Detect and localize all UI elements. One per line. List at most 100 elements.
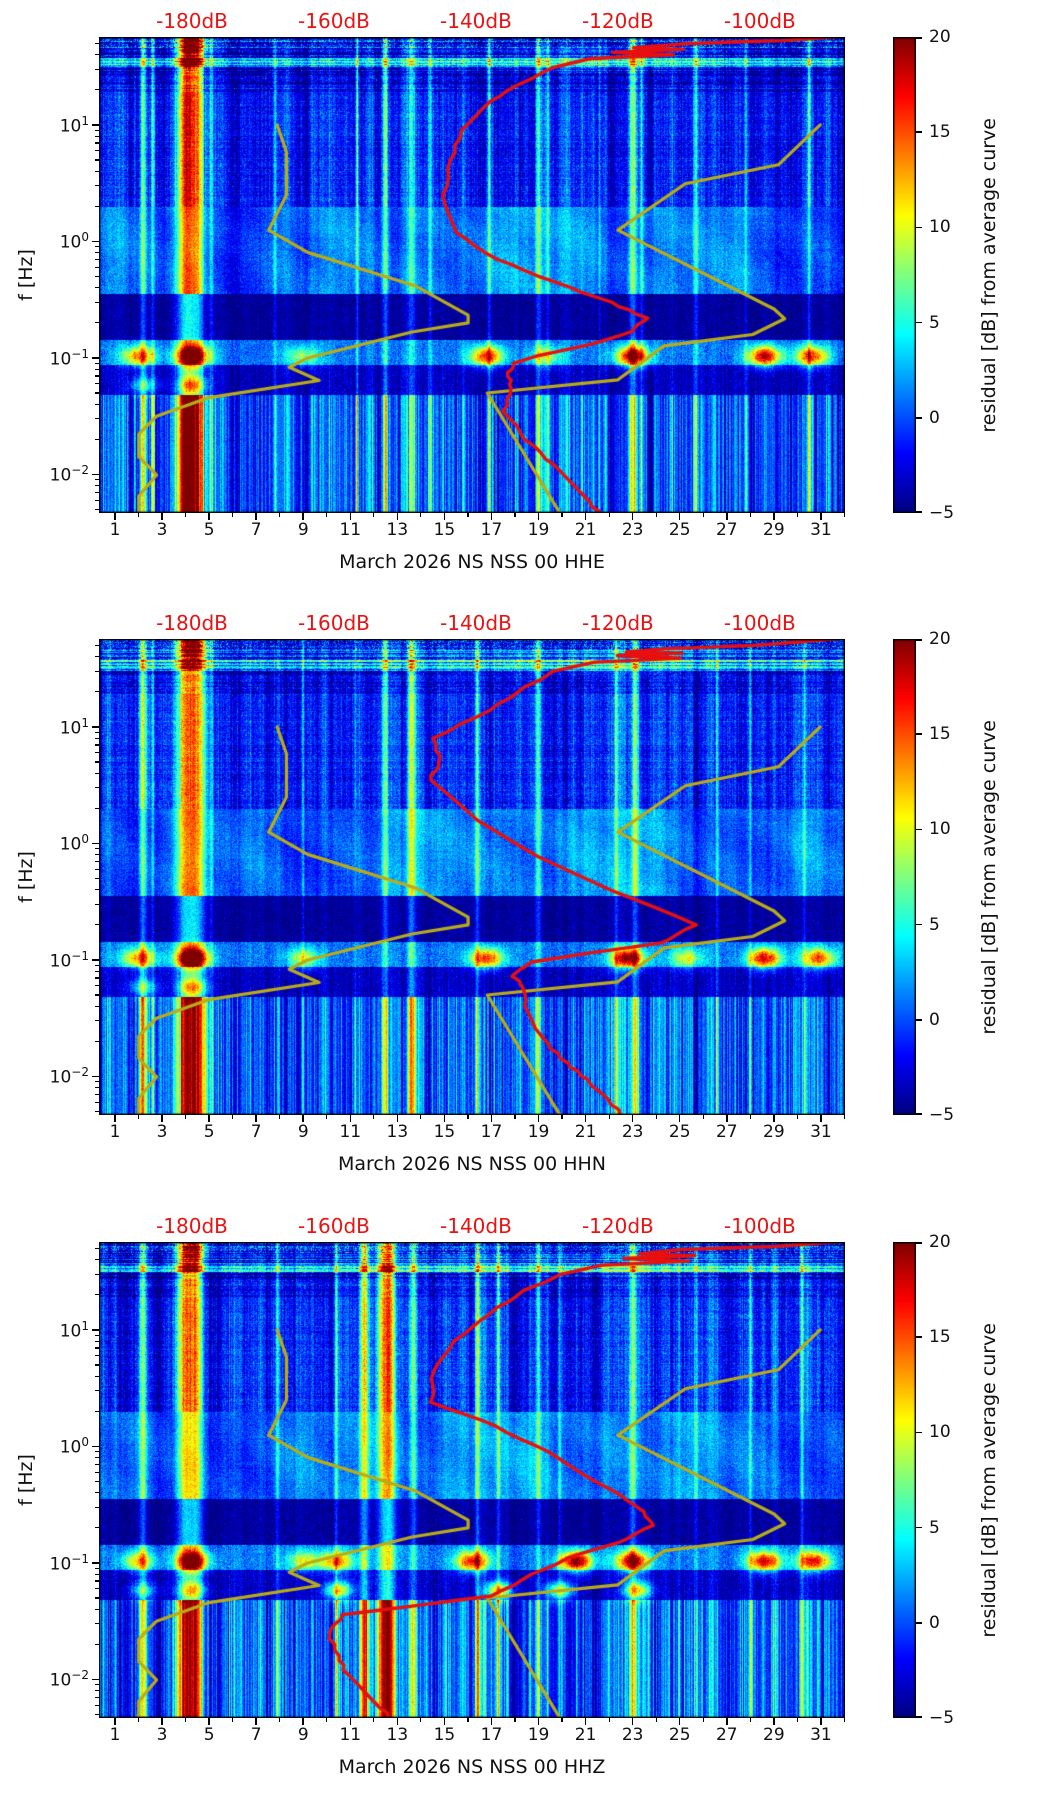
- top-axis-db-label: -160dB: [298, 611, 370, 635]
- y-axis-label: f [Hz]: [15, 1454, 37, 1506]
- colorbar-tick-mark: [916, 923, 922, 926]
- y-minor-tick-mark: [95, 787, 99, 789]
- x-minor-tick-mark: [184, 1718, 187, 1722]
- y-minor-tick-mark: [95, 1573, 99, 1575]
- y-minor-tick-mark: [95, 977, 99, 979]
- x-minor-tick-mark: [514, 1115, 516, 1119]
- y-tick-mark: [92, 473, 99, 476]
- x-tick-label: 13: [386, 1725, 409, 1745]
- colorbar-tick-label: −5: [929, 1708, 955, 1728]
- x-minor-tick-mark: [420, 1115, 422, 1119]
- x-tick-label: 19: [527, 1725, 550, 1745]
- y-minor-tick-mark: [95, 322, 99, 324]
- x-minor-tick-mark: [184, 513, 187, 517]
- x-tick-mark: [161, 513, 163, 520]
- x-minor-tick-mark: [326, 513, 328, 517]
- y-tick-label: 101: [59, 1318, 89, 1342]
- y-minor-tick-mark: [95, 1597, 99, 1599]
- x-tick-label: 7: [250, 1122, 262, 1142]
- top-axis-db-label: -180dB: [156, 9, 228, 33]
- spectrogram-canvas-hhn: [99, 639, 845, 1115]
- y-minor-tick-mark: [95, 691, 99, 693]
- colorbar-hhz: [893, 1242, 916, 1718]
- x-axis-label-hhe: March 2026 NS NSS 00 HHE: [339, 551, 605, 573]
- y-minor-tick-mark: [95, 868, 99, 870]
- y-minor-tick-mark: [95, 392, 99, 394]
- y-minor-tick-mark: [95, 1259, 99, 1261]
- x-tick-label: 21: [574, 1122, 597, 1142]
- x-tick-label: 15: [433, 1122, 456, 1142]
- colorbar-tick-label: −5: [929, 1105, 955, 1125]
- y-minor-tick-mark: [95, 731, 99, 733]
- x-tick-label: 1: [109, 520, 121, 540]
- colorbar-tick-label: 20: [929, 27, 951, 47]
- y-minor-tick-mark: [95, 383, 99, 385]
- y-minor-tick-mark: [95, 656, 99, 658]
- colorbar-tick-mark: [916, 1113, 922, 1115]
- x-minor-tick-mark: [137, 1718, 140, 1722]
- x-minor-tick-mark: [749, 513, 751, 517]
- y-tick-mark: [92, 842, 99, 845]
- top-axis-db-label: -160dB: [298, 9, 370, 33]
- x-minor-tick-mark: [373, 1718, 375, 1722]
- x-tick-label: 1: [109, 1725, 121, 1745]
- y-minor-tick-mark: [95, 499, 99, 501]
- y-minor-tick-mark: [95, 1334, 99, 1336]
- y-minor-tick-mark: [95, 258, 99, 261]
- y-minor-tick-mark: [95, 1347, 99, 1349]
- y-minor-tick-mark: [95, 1390, 99, 1392]
- x-minor-tick-mark: [137, 513, 140, 517]
- x-minor-tick-mark: [702, 513, 704, 517]
- y-tick-label: 10−2: [49, 1668, 89, 1692]
- x-tick-label: 9: [297, 1122, 309, 1142]
- x-minor-tick-mark: [796, 1718, 798, 1722]
- x-minor-tick-mark: [373, 513, 375, 517]
- y-minor-tick-mark: [95, 252, 99, 254]
- y-tick-label: 100: [59, 832, 89, 856]
- y-minor-tick-mark: [95, 403, 99, 405]
- x-tick-mark: [443, 513, 446, 520]
- y-minor-tick-mark: [95, 362, 99, 364]
- x-tick-mark: [726, 1115, 728, 1122]
- x-minor-tick-mark: [749, 1115, 751, 1119]
- colorbar-tick-label: 15: [929, 724, 951, 745]
- x-tick-label: 23: [621, 1122, 644, 1142]
- y-minor-tick-mark: [95, 889, 99, 891]
- y-minor-tick-mark: [95, 964, 99, 966]
- y-tick-mark: [92, 240, 99, 243]
- y-minor-tick-mark: [95, 1294, 99, 1296]
- colorbar-tick-mark: [916, 733, 922, 735]
- x-tick-mark: [773, 1115, 775, 1122]
- y-minor-tick-mark: [95, 170, 99, 172]
- y-tick-label: 10−1: [49, 948, 89, 972]
- y-minor-tick-mark: [95, 1005, 99, 1007]
- x-tick-mark: [161, 1115, 163, 1122]
- x-tick-mark: [631, 1115, 634, 1122]
- x-minor-tick-mark: [796, 1115, 798, 1119]
- y-axis-label: f [Hz]: [15, 851, 37, 903]
- x-tick-mark: [349, 1718, 352, 1725]
- x-tick-label: 11: [339, 1122, 362, 1142]
- x-tick-label: 21: [574, 1725, 597, 1745]
- x-tick-label: 27: [715, 520, 738, 540]
- colorbar-tick-label: 0: [929, 1009, 940, 1030]
- x-tick-label: 31: [810, 1122, 832, 1142]
- x-tick-label: 15: [433, 1725, 456, 1745]
- y-minor-tick-mark: [95, 772, 99, 774]
- y-minor-tick-mark: [95, 1684, 99, 1686]
- x-axis-label-hhn: March 2026 NS NSS 00 HHN: [337, 1153, 607, 1175]
- y-minor-tick-mark: [95, 1696, 99, 1699]
- y-minor-tick-mark: [95, 89, 99, 91]
- colorbar-tick-mark: [916, 226, 922, 229]
- x-tick-label: 25: [668, 1725, 691, 1745]
- y-tick-mark: [92, 726, 99, 728]
- x-tick-mark: [443, 1115, 446, 1122]
- y-tick-mark: [92, 959, 99, 961]
- x-tick-mark: [114, 1718, 116, 1725]
- x-tick-mark: [678, 1718, 681, 1725]
- colorbar-tick-mark: [916, 131, 922, 133]
- colorbar-tick-label: 5: [929, 1517, 940, 1538]
- x-minor-tick-mark: [514, 1718, 516, 1722]
- x-tick-label: 5: [203, 1725, 215, 1745]
- x-tick-label: 17: [480, 1122, 503, 1142]
